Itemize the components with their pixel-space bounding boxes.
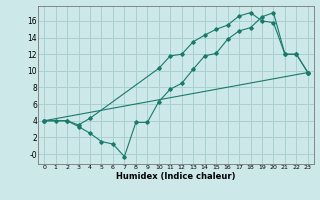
X-axis label: Humidex (Indice chaleur): Humidex (Indice chaleur) bbox=[116, 172, 236, 181]
